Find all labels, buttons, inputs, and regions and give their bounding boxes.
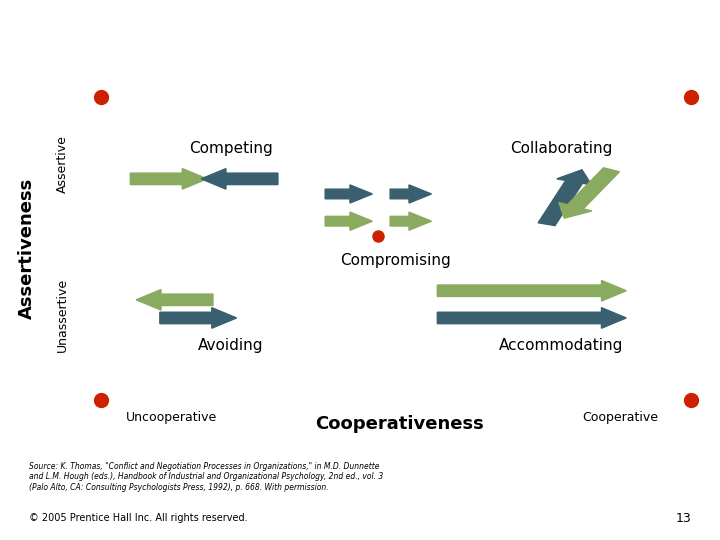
Text: Cooperativeness: Cooperativeness [315, 415, 484, 433]
FancyArrow shape [390, 212, 431, 230]
FancyArrow shape [201, 168, 278, 189]
FancyArrow shape [136, 289, 213, 310]
FancyArrow shape [390, 185, 431, 203]
FancyArrow shape [325, 185, 372, 203]
FancyArrow shape [325, 212, 372, 230]
Text: Competing: Competing [189, 141, 273, 156]
Text: EXHIBIT  14-2: EXHIBIT 14-2 [555, 484, 640, 494]
FancyArrow shape [437, 308, 626, 328]
FancyArrow shape [160, 308, 237, 328]
Text: Assertiveness: Assertiveness [18, 178, 36, 319]
Text: Assertive: Assertive [56, 135, 69, 193]
Text: Dimensions of Conflict-Handling Intentions: Dimensions of Conflict-Handling Intentio… [49, 45, 584, 69]
Text: Compromising: Compromising [341, 253, 451, 268]
FancyArrow shape [437, 280, 626, 301]
Text: Uncooperative: Uncooperative [126, 411, 217, 424]
Text: Collaborating: Collaborating [510, 141, 613, 156]
FancyArrow shape [559, 168, 619, 218]
Text: Source: K. Thomas, "Conflict and Negotiation Processes in Organizations," in M.D: Source: K. Thomas, "Conflict and Negotia… [29, 462, 383, 491]
Text: Cooperative: Cooperative [582, 411, 658, 424]
Text: Accommodating: Accommodating [499, 338, 624, 353]
Text: © 2005 Prentice Hall Inc. All rights reserved.: © 2005 Prentice Hall Inc. All rights res… [29, 514, 248, 523]
FancyArrow shape [538, 170, 592, 226]
Text: 13: 13 [675, 512, 691, 525]
Text: Unassertive: Unassertive [56, 278, 69, 352]
FancyArrow shape [130, 168, 207, 189]
Text: Avoiding: Avoiding [198, 338, 264, 353]
